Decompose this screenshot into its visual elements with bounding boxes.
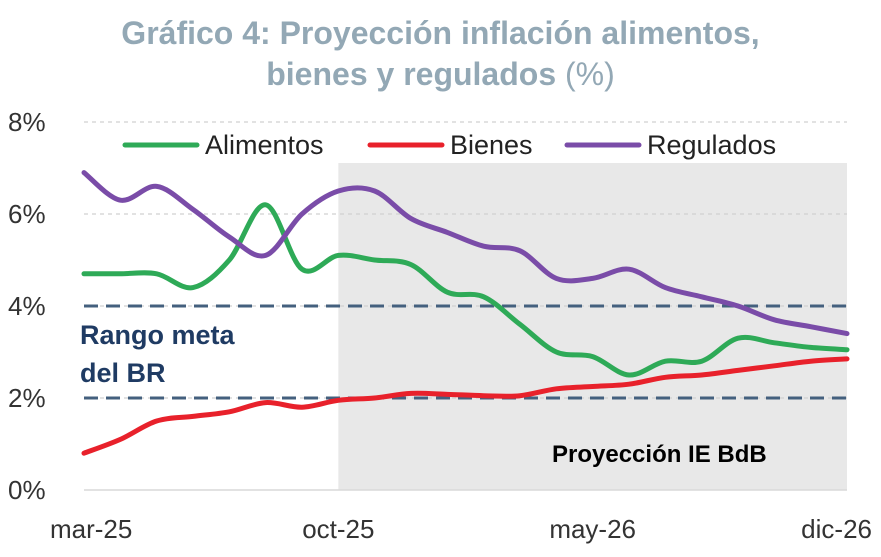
x-tick-label: mar-25 xyxy=(50,514,132,544)
legend-label-regulados: Regulados xyxy=(647,130,776,160)
series-lines xyxy=(81,170,850,456)
projection-label: Proyección IE BdB xyxy=(552,441,767,468)
target-range-label-line2: del BR xyxy=(80,358,166,388)
legend: Alimentos Bienes Regulados xyxy=(122,130,776,160)
projection-shaded-area xyxy=(338,163,847,490)
x-axis-ticks: mar-25 oct-25 may-26 dic-26 xyxy=(50,514,872,544)
chart-title-text: bienes y regulados xyxy=(266,56,557,92)
legend-label-alimentos: Alimentos xyxy=(205,130,324,160)
legend-label-bienes: Bienes xyxy=(450,130,533,160)
series-line-alimentos xyxy=(81,202,850,378)
y-tick-label: 2% xyxy=(8,383,46,413)
gridlines xyxy=(84,121,847,399)
y-tick-label: 8% xyxy=(8,107,46,137)
chart-title-line2: bienes y regulados (%) xyxy=(0,55,881,93)
y-tick-label: 0% xyxy=(8,475,46,505)
target-range-lines xyxy=(84,304,847,400)
target-range-label-line1: Rango meta xyxy=(80,320,236,350)
series-line-regulados xyxy=(81,170,850,337)
chart-title-line1: Gráfico 4: Proyección inflación alimento… xyxy=(121,15,760,51)
y-axis-ticks: 0% 2% 4% 6% 8% xyxy=(8,107,46,505)
x-tick-label: oct-25 xyxy=(302,514,374,544)
series-line-bienes xyxy=(81,356,850,456)
chart-title-unit: (%) xyxy=(565,56,615,92)
x-tick-label: dic-26 xyxy=(801,514,872,544)
x-tick-label: may-26 xyxy=(549,514,636,544)
y-tick-label: 6% xyxy=(8,199,46,229)
y-tick-label: 4% xyxy=(8,291,46,321)
